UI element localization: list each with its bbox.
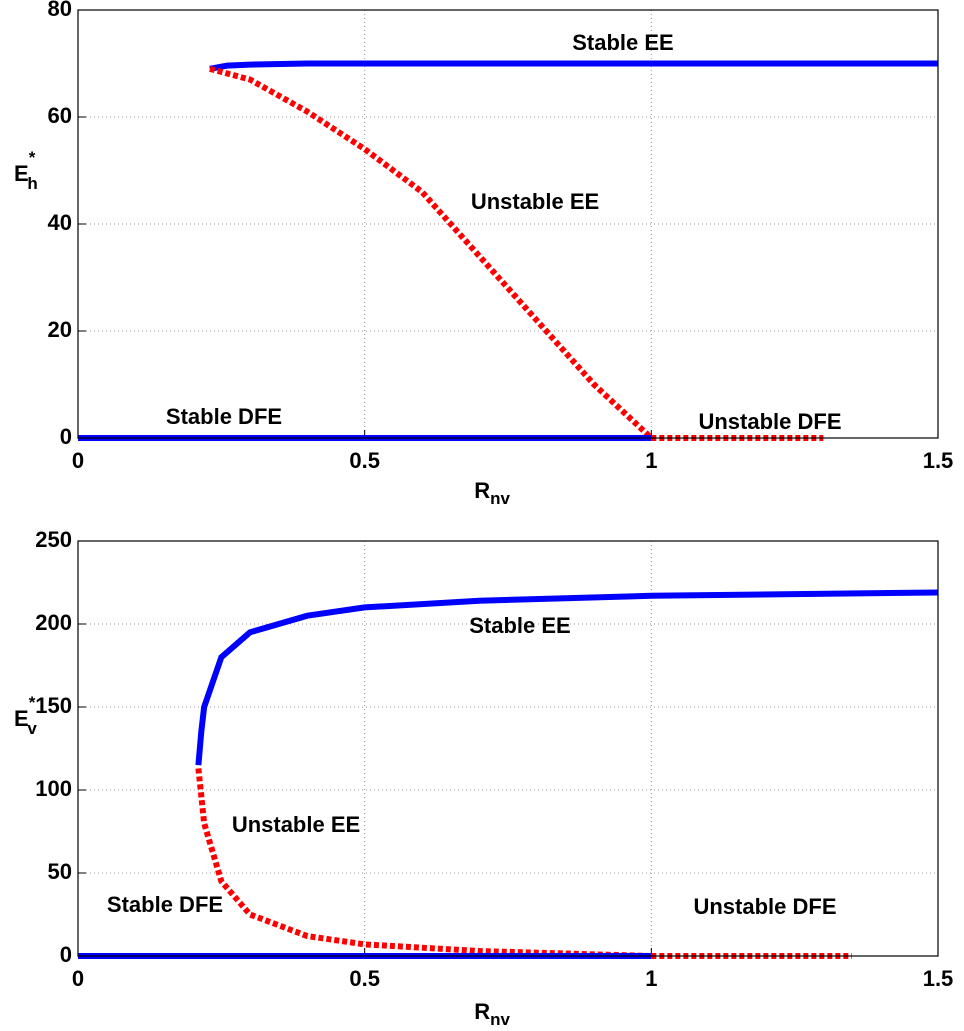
y-axis-label-base: E: [14, 706, 29, 731]
curve: [209, 60, 938, 72]
y-tick-label: 60: [48, 103, 72, 128]
y-tick-label: 80: [48, 0, 72, 21]
y-tick-label: 250: [35, 527, 72, 552]
curve-label: Stable DFE: [166, 404, 282, 429]
curve-label: Stable DFE: [107, 892, 223, 917]
x-tick-label: 0: [72, 966, 84, 991]
y-tick-label: 50: [48, 859, 72, 884]
x-axis-label-base: R: [474, 478, 490, 503]
curve: [195, 768, 652, 959]
curve-label: Unstable EE: [471, 189, 599, 214]
curve-label: Unstable DFE: [698, 409, 841, 434]
x-tick-label: 1.5: [923, 966, 954, 991]
x-axis-label-base: R: [474, 999, 490, 1024]
curve: [209, 65, 654, 441]
curve-label: Stable EE: [469, 613, 570, 638]
curve-label: Unstable EE: [232, 812, 360, 837]
y-tick-label: 20: [48, 317, 72, 342]
x-tick-label: 0: [72, 448, 84, 473]
y-axis-label-sub: v: [27, 719, 37, 738]
x-axis-label-sub: nv: [490, 1010, 510, 1029]
x-axis-label-sub: nv: [490, 489, 510, 508]
y-tick-label: 100: [35, 776, 72, 801]
y-tick-label: 0: [60, 424, 72, 449]
y-axis-label: E* v: [14, 693, 37, 738]
x-axis-label: Rnv: [474, 478, 510, 509]
x-tick-label: 1: [645, 448, 657, 473]
curve: [195, 589, 939, 766]
y-axis-label-sub: h: [27, 174, 37, 193]
curve-label: Stable EE: [572, 30, 673, 55]
y-axis-label-sup: *: [29, 148, 36, 167]
x-tick-label: 1.5: [923, 448, 954, 473]
y-tick-label: 200: [35, 610, 72, 635]
x-tick-label: 1: [645, 966, 657, 991]
y-tick-label: 0: [60, 942, 72, 967]
y-axis-label-sup: *: [29, 693, 36, 712]
y-tick-label: 40: [48, 210, 72, 235]
axes-frame: [77, 540, 939, 957]
x-tick-label: 0.5: [349, 448, 380, 473]
curve-label: Unstable DFE: [693, 894, 836, 919]
y-tick-label: 150: [35, 693, 72, 718]
x-tick-label: 0.5: [349, 966, 380, 991]
axes-frame: [77, 9, 939, 439]
y-axis-label-base: E: [14, 161, 29, 186]
y-axis-label: E* h: [14, 148, 38, 193]
x-axis-label: Rnv: [474, 999, 510, 1030]
